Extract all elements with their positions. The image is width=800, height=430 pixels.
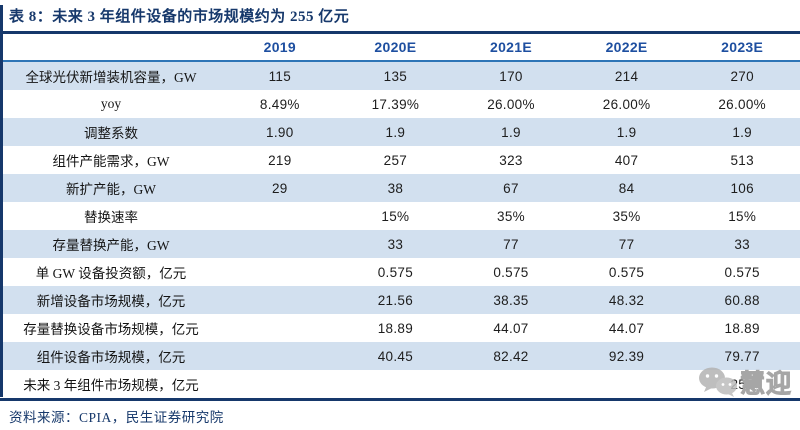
table-row: 新增设备市场规模，亿元 21.56 38.35 48.32 60.88: [0, 286, 800, 314]
cell-2020e: 40.45: [377, 348, 414, 364]
table-row: 单 GW 设备投资额，亿元 0.575 0.575 0.575 0.575: [0, 258, 800, 286]
cell-2019: 219: [268, 152, 292, 168]
cell-2021e: 35%: [497, 208, 525, 224]
cell-2022e: 26.00%: [602, 96, 651, 112]
cell-2022e: 214: [614, 68, 639, 84]
cell-2023e: 26.00%: [718, 96, 766, 112]
cell-2023e: 255: [730, 376, 754, 392]
row-label: 全球光伏新增装机容量，GW: [25, 70, 197, 85]
table-row: 替换速率 15% 35% 35% 15%: [0, 202, 800, 230]
cell-2020e: 38: [387, 180, 404, 196]
table-header-row: 2019 2020E 2021E 2022E 2023E: [0, 34, 800, 60]
bottom-rule: [0, 398, 800, 401]
table-row: 组件设备市场规模，亿元 40.45 82.42 92.39 79.77: [0, 342, 800, 370]
column-header-2021e: 2021E: [489, 39, 532, 55]
cell-2020e: 257: [383, 152, 408, 168]
column-header-2022e: 2022E: [605, 39, 648, 55]
cell-2023e: 33: [734, 236, 750, 252]
cell-2021e: 67: [503, 180, 519, 196]
cell-2022e: 35%: [612, 208, 641, 224]
cell-2020e: 33: [387, 236, 404, 252]
cell-2020e: 0.575: [377, 264, 414, 280]
cell-2022e: 0.575: [608, 264, 645, 280]
row-label: 组件产能需求，GW: [52, 154, 170, 169]
row-label: 单 GW 设备投资额，亿元: [35, 266, 187, 281]
column-header-2020e: 2020E: [374, 39, 417, 55]
table-title: 表 8：未来 3 年组件设备的市场规模约为 255 亿元: [9, 9, 350, 25]
cell-2020e: 17.39%: [371, 96, 420, 112]
row-label: 存量替换产能，GW: [52, 238, 170, 253]
row-label: 新增设备市场规模，亿元: [36, 294, 186, 309]
cell-2022e: 48.32: [608, 292, 645, 308]
cell-2022e: 84: [618, 180, 635, 196]
cell-2023e: 79.77: [724, 348, 760, 364]
cell-2021e: 44.07: [493, 320, 529, 336]
cell-2021e: 26.00%: [487, 96, 535, 112]
cell-2020e: 135: [383, 68, 408, 84]
cell-2020e: 15%: [381, 208, 410, 224]
row-label: 替换速率: [84, 210, 138, 225]
cell-2020e: 1.9: [385, 124, 406, 140]
table-row: 新扩产能，GW 29 38 67 84 106: [0, 174, 800, 202]
cell-2019: 1.90: [266, 124, 294, 140]
cell-2022e: 1.9: [616, 124, 637, 140]
table-row: 存量替换产能，GW 33 77 77 33: [0, 230, 800, 258]
cell-2021e: 1.9: [501, 124, 521, 140]
cell-2023e: 1.9: [732, 124, 752, 140]
cell-2022e: 407: [614, 152, 639, 168]
row-label: yoy: [100, 96, 122, 111]
cell-2020e: 18.89: [377, 320, 414, 336]
cell-2023e: 15%: [728, 208, 757, 224]
cell-2021e: 323: [499, 152, 523, 168]
table-body: 全球光伏新增装机容量，GW 115 135 170 214 270 yoy 8.49% 17.3…: [0, 62, 800, 398]
row-label: 调整系数: [84, 126, 138, 141]
cell-2019: 115: [268, 68, 292, 84]
cell-2023e: 0.575: [724, 264, 760, 280]
cell-2023e: 513: [730, 152, 754, 168]
cell-2021e: 82.42: [493, 348, 529, 364]
cell-2023e: 60.88: [724, 292, 760, 308]
cell-2021e: 170: [499, 68, 523, 84]
table-left-border: [0, 5, 3, 397]
cell-2022e: 77: [618, 236, 635, 252]
cell-2019: 29: [271, 180, 288, 196]
cell-2023e: 18.89: [724, 320, 760, 336]
column-header-2023e: 2023E: [721, 39, 764, 55]
row-label: 存量替换设备市场规模，亿元: [23, 322, 199, 337]
header-rule: [0, 60, 800, 62]
cell-2023e: 106: [730, 180, 754, 196]
cell-2021e: 0.575: [493, 264, 529, 280]
cell-2021e: 38.35: [493, 292, 529, 308]
table-row: 全球光伏新增装机容量，GW 115 135 170 214 270: [0, 62, 800, 90]
title-rule: [0, 31, 800, 34]
cell-2019: 8.49%: [259, 96, 300, 112]
table-row: 组件产能需求，GW 219 257 323 407 513: [0, 146, 800, 174]
cell-2021e: 77: [503, 236, 519, 252]
row-label: 新扩产能，GW: [66, 182, 156, 197]
column-header-2019: 2019: [263, 39, 296, 55]
table-row: 存量替换设备市场规模，亿元 18.89 44.07 44.07 18.89: [0, 314, 800, 342]
table-row: 调整系数 1.90 1.9 1.9 1.9 1.9: [0, 118, 800, 146]
cell-2022e: 44.07: [608, 320, 645, 336]
row-label: 未来 3 年组件市场规模，亿元: [23, 378, 199, 393]
cell-2020e: 21.56: [377, 292, 414, 308]
source-note: 资料来源：CPIA，民生证券研究院: [9, 410, 224, 425]
row-label: 组件设备市场规模，亿元: [36, 350, 186, 365]
table-row: 未来 3 年组件市场规模，亿元 255: [0, 370, 800, 398]
cell-2023e: 270: [730, 68, 754, 84]
table-row: yoy 8.49% 17.39% 26.00% 26.00% 26.00%: [0, 90, 800, 118]
cell-2022e: 92.39: [608, 348, 645, 364]
